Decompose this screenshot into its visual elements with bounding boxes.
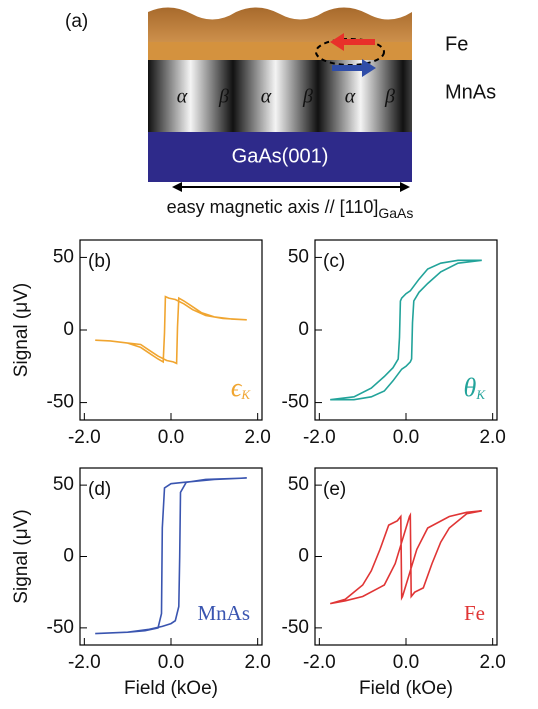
annotation-text: θ [464,373,477,402]
annotation-subscript: K [240,387,251,402]
panel-label: (b) [88,251,111,272]
y-tick-label: 0 [63,546,74,567]
layer-label: MnAs [445,81,496,103]
fe-edge [148,42,412,60]
x-tick-label: 2.0 [244,652,270,673]
panel-label: (d) [88,479,111,500]
panel: -50 0 50 -2.0 0.0 2.0 (b) Signal (μV) ϵK [11,239,271,448]
domain-label: β [384,86,395,108]
layer-label: GaAs(001) [232,145,329,167]
fe-arrow-head [330,33,344,51]
annotation: MnAs [197,601,250,625]
y-tick-label: -50 [47,392,74,413]
x-tick-label: -2.0 [303,427,336,448]
mnas-layer [148,60,412,132]
panel: -50 0 50 -2.0 0.0 2.0 (d) Signal (μV) Field (kOe… [11,467,271,699]
domain-label: β [302,86,313,108]
schematic: (a) GaAs(001) Fe MnAs α β α β α β easy m… [65,7,496,221]
annotation-subscript: K [475,387,486,402]
x-tick-label: 2.0 [244,427,270,448]
x-tick-label: 2.0 [479,652,505,673]
panel-label: (c) [323,251,345,272]
axis-caption-text: easy magnetic axis // [110] [167,197,379,217]
y-tick-label: 0 [63,319,74,340]
data-line [95,477,247,635]
y-tick-label: -50 [282,392,309,413]
mnas-arrow-head [362,59,376,77]
x-tick-label: 2.0 [479,427,505,448]
panel-label: (a) [65,11,88,32]
data-line [329,510,482,605]
data-line [330,259,482,401]
x-axis-label: Field (kOe) [359,678,453,699]
annotation-text: ϵ [231,373,243,402]
y-tick-label: 50 [53,246,74,267]
data-line [95,295,247,365]
panel: -50 0 50 -2.0 0.0 2.0 (c) θK [282,239,506,448]
y-tick-label: 0 [298,546,309,567]
domain-label: α [261,86,272,108]
x-tick-label: -2.0 [68,427,101,448]
x-tick-label: -2.0 [303,652,336,673]
y-tick-label: 50 [53,474,74,495]
x-tick-label: 0.0 [393,427,419,448]
panel-label: (e) [323,479,346,500]
y-tick-label: 0 [298,319,309,340]
y-tick-label: -50 [47,617,74,638]
x-tick-label: -2.0 [68,652,101,673]
axis-caption-subscript: GaAs [378,205,413,221]
domain-label: β [218,86,229,108]
domain-label: α [345,86,356,108]
axis-caption: easy magnetic axis // [110]GaAs [167,197,414,221]
x-axis-label: Field (kOe) [124,678,218,699]
y-tick-label: 50 [288,246,309,267]
y-axis-label: Signal (μV) [11,283,32,377]
panel: -50 0 50 -2.0 0.0 2.0 (e) Field (kOe) Fe [282,467,506,699]
y-tick-label: 50 [288,474,309,495]
annotation: ϵK [231,373,251,402]
x-tick-label: 0.0 [158,652,184,673]
y-axis-label: Signal (μV) [11,509,32,603]
annotation: Fe [464,601,485,625]
layer-label: Fe [445,33,468,55]
y-tick-label: -50 [282,617,309,638]
annotation-text: MnAs [197,601,250,625]
annotation: θK [464,373,487,402]
domain-label: α [177,86,188,108]
x-tick-label: 0.0 [158,427,184,448]
annotation-text: Fe [464,601,485,625]
x-tick-label: 0.0 [393,652,419,673]
gaas-layer [148,132,412,182]
